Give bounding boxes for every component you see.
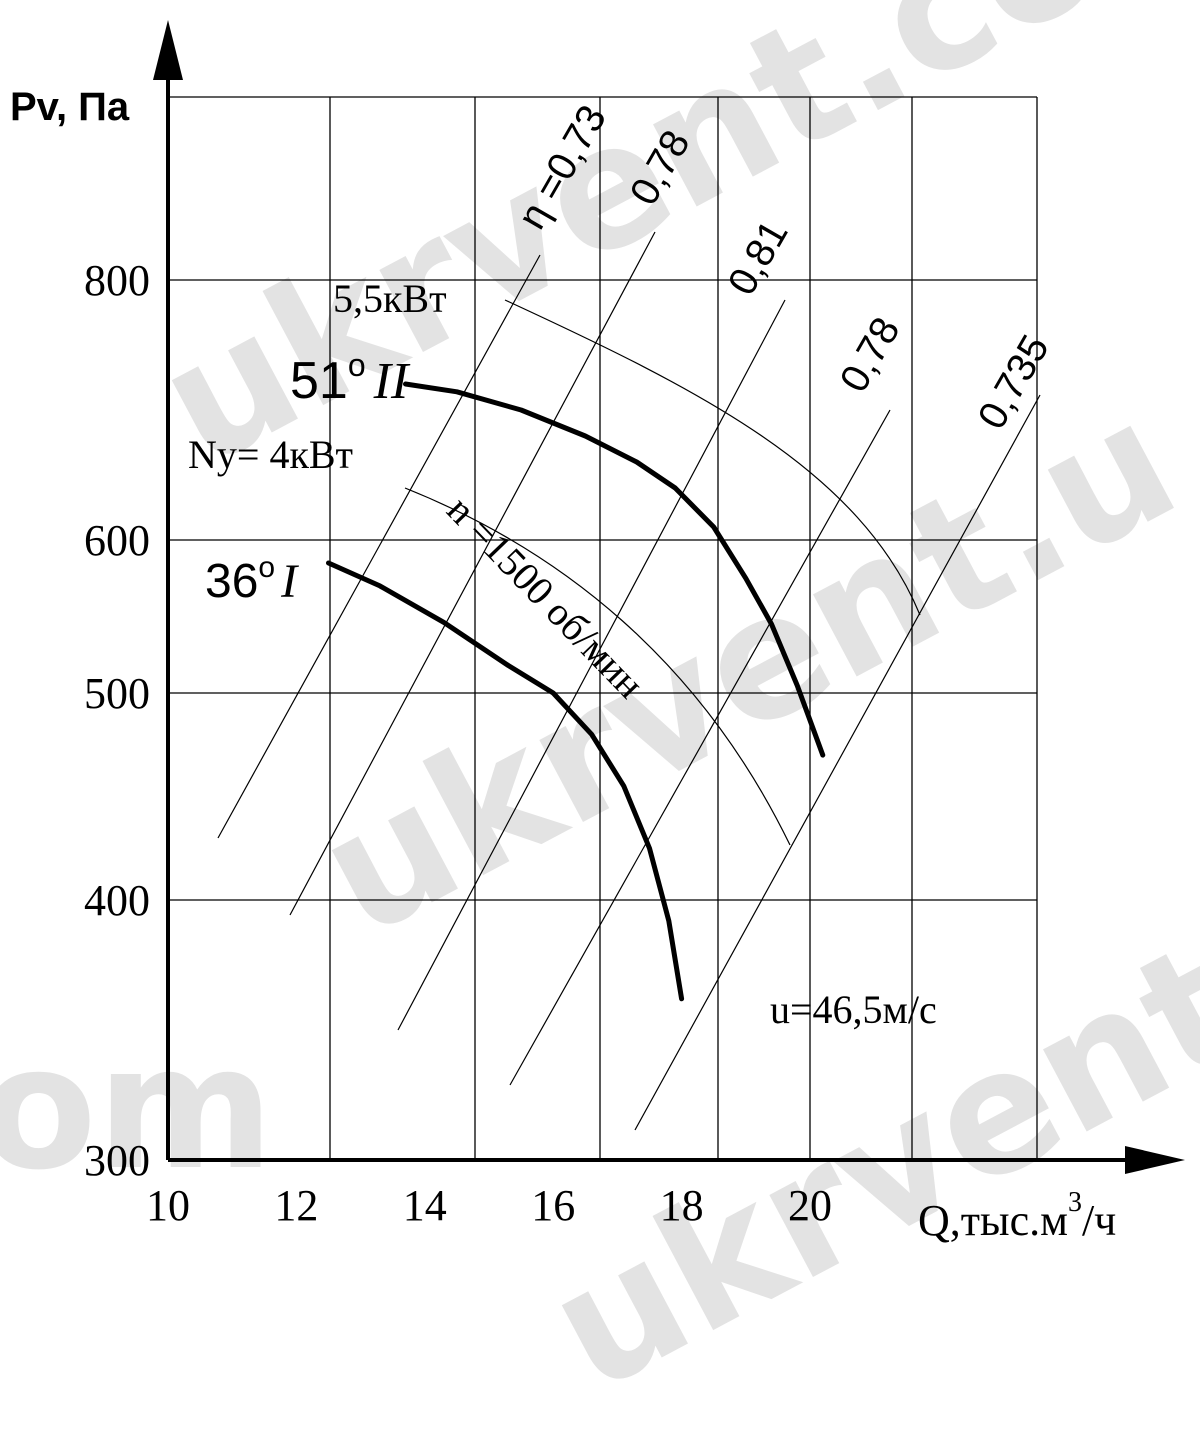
efficiency-label: 0,78 — [832, 310, 909, 399]
series-group — [328, 384, 823, 999]
x-tick-label: 16 — [531, 1181, 575, 1230]
x-tick-label: 10 — [146, 1181, 190, 1230]
series-label-deg: o — [348, 347, 366, 383]
y-tick-label: 800 — [84, 256, 150, 305]
x-axis-title: Q,тыс.м3/ч — [918, 1187, 1116, 1245]
y-axis-title: Pv, Па — [10, 85, 130, 129]
efficiency-label: η =0,73 — [510, 98, 615, 237]
x-tick-label: 18 — [660, 1181, 704, 1230]
series-label-num: 36 — [205, 555, 258, 608]
y-tick-label: 300 — [84, 1136, 150, 1185]
y-tick-label: 400 — [84, 876, 150, 925]
x-axis-arrow — [1125, 1146, 1185, 1174]
power-label-55: 5,5кВт — [333, 276, 447, 321]
series-label-num: 51 — [290, 352, 348, 410]
x-axis-title-tail: /ч — [1082, 1196, 1116, 1245]
efficiency-label: 0,735 — [970, 328, 1058, 437]
y-tick-label: 600 — [84, 516, 150, 565]
tip-speed-label: u=46,5м/с — [770, 987, 937, 1032]
x-axis-title-sup: 3 — [1068, 1187, 1082, 1218]
x-tick-label: 20 — [788, 1181, 832, 1230]
x-axis-title-main: Q,тыс.м — [918, 1196, 1068, 1245]
efficiency-label: 0,78 — [622, 123, 699, 212]
x-tick-label: 14 — [403, 1181, 447, 1230]
fan-performance-chart: 10 12 14 16 18 20 300 400 500 600 800 Pv, Па Q,тыс… — [0, 0, 1200, 1287]
series-label-roman: I — [280, 555, 299, 608]
series-line — [329, 563, 682, 999]
series-label-deg: o — [258, 551, 275, 584]
y-axis-arrow — [153, 20, 183, 80]
efficiency-label: 0,81 — [720, 213, 797, 302]
x-tick-label: 12 — [274, 1181, 318, 1230]
series-label-roman: II — [373, 353, 411, 410]
tick-labels: 10 12 14 16 18 20 300 400 500 600 800 — [84, 256, 832, 1230]
power-label-4: Ny= 4кВт — [188, 432, 353, 477]
y-tick-label: 500 — [84, 669, 150, 718]
speed-label: n =1500 об/мин — [439, 487, 653, 707]
